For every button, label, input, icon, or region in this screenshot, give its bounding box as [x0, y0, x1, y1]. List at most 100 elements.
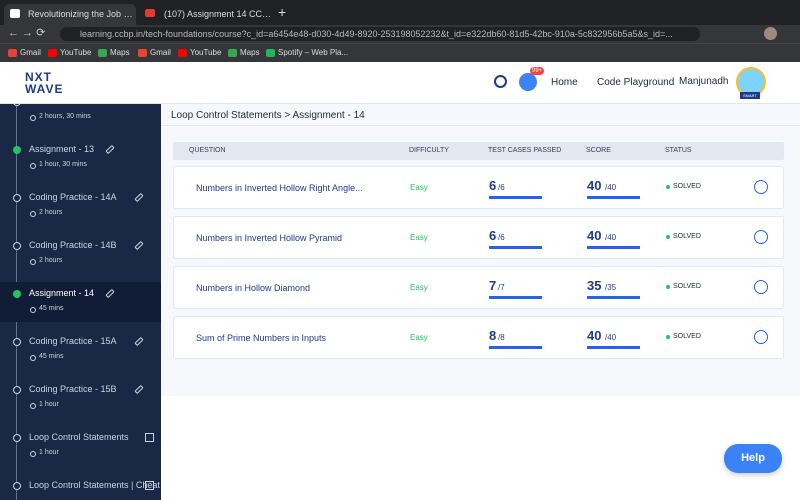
bookmark-icon: [178, 49, 187, 57]
progress: [587, 246, 640, 249]
bookmark[interactable]: Maps: [240, 48, 260, 57]
bookmark[interactable]: Spotify – Web Pla...: [278, 48, 349, 57]
bookmark[interactable]: Gmail: [150, 48, 171, 57]
open-arrow[interactable]: [754, 330, 768, 344]
column-header: DIFFICULTY: [409, 147, 449, 154]
book-icon: [145, 433, 154, 442]
column-header: STATUS: [665, 147, 692, 154]
question-row[interactable]: Sum of Prime Numbers in Inputs Easy 8/8 40/…: [173, 316, 784, 359]
question[interactable]: Numbers in Hollow Diamond: [196, 283, 311, 293]
clock-icon: [30, 307, 36, 313]
bookmark[interactable]: Gmail: [20, 48, 41, 57]
active-item: [0, 282, 161, 322]
table-header: QUESTION DIFFICULTY TEST CASES PASSED SCORE…: [173, 142, 784, 160]
question[interactable]: Sum of Prime Numbers in Inputs: [196, 333, 327, 343]
new-tab[interactable]: +: [278, 4, 287, 20]
max: /35: [605, 283, 617, 292]
passed: 6: [489, 228, 497, 243]
book-icon: [145, 481, 154, 490]
score: 35: [587, 278, 602, 293]
clock-icon: [30, 115, 36, 121]
score: 40: [587, 178, 602, 193]
nav-link[interactable]: Code Playground: [597, 77, 675, 88]
clock-icon: [30, 403, 36, 409]
item-title[interactable]: Coding Practice - 15A: [29, 336, 117, 346]
bookmark[interactable]: Maps: [110, 48, 130, 57]
nav-buttons[interactable]: ← → ⟳: [8, 27, 46, 39]
item-title[interactable]: Coding Practice - 15B: [29, 384, 117, 394]
status-icon: [13, 290, 21, 298]
progress: [489, 196, 542, 199]
difficulty: Easy: [410, 333, 428, 342]
progress: [489, 346, 542, 349]
open-arrow[interactable]: [754, 180, 768, 194]
total: /8: [498, 333, 505, 342]
item-duration: 1 hour: [39, 401, 59, 408]
total: /7: [498, 283, 505, 292]
divider: [161, 125, 800, 126]
user-name[interactable]: Manjunadh: [679, 76, 729, 87]
passed: 6: [489, 178, 497, 193]
item-title[interactable]: Coding Practice - 14B: [29, 240, 117, 250]
progress: [587, 196, 640, 199]
profile[interactable]: [764, 27, 777, 40]
passed: 7: [489, 278, 497, 293]
status-dot: [666, 185, 670, 189]
item-title[interactable]: Coding Practice - 14A: [29, 192, 117, 202]
edit-icon: [134, 240, 144, 251]
open-arrow[interactable]: [754, 280, 768, 294]
bookmark[interactable]: YouTube: [190, 48, 222, 57]
status: SOLVED: [673, 283, 701, 290]
item-title[interactable]: Assignment - 13: [29, 144, 95, 154]
clock-icon: [30, 211, 36, 217]
bookmark-icon: [138, 49, 147, 57]
nav-link[interactable]: Home: [551, 77, 578, 88]
status: SOLVED: [673, 233, 701, 240]
chat-icon[interactable]: [519, 73, 537, 91]
clock-icon: [30, 355, 36, 361]
item-title[interactable]: Loop Control Statements: [29, 432, 129, 442]
tab-bar: Revolutionizing the Job Market (107) Ass…: [0, 0, 800, 25]
question[interactable]: Numbers in Inverted Hollow Right Angle..…: [196, 183, 363, 193]
url[interactable]: learning.ccbp.in/tech-foundations/course…: [60, 27, 700, 41]
timer-icon[interactable]: [494, 75, 507, 88]
bookmark[interactable]: YouTube: [60, 48, 92, 57]
avatar-label: SMART: [740, 92, 760, 99]
status: SOLVED: [673, 183, 701, 190]
open-arrow[interactable]: [754, 230, 768, 244]
difficulty: Easy: [410, 233, 428, 242]
item-duration: 1 hour: [39, 449, 59, 456]
status: SOLVED: [673, 333, 701, 340]
max: /40: [605, 183, 617, 192]
tab[interactable]: Revolutionizing the Job Market: [4, 4, 136, 25]
question-row[interactable]: Numbers in Hollow Diamond Easy 7/7 35/35 SOL…: [173, 266, 784, 309]
status-icon: [13, 194, 21, 202]
main-content: Loop Control Statements > Assignment - 1…: [161, 104, 800, 396]
bookmark-icon: [228, 49, 237, 57]
column-header: TEST CASES PASSED: [488, 147, 562, 154]
logo[interactable]: NXT: [25, 70, 52, 84]
score: 40: [587, 228, 602, 243]
total: /6: [498, 183, 505, 192]
question-row[interactable]: Numbers in Inverted Hollow Pyramid Easy 6/…: [173, 216, 784, 259]
edit-icon: [134, 384, 144, 395]
question[interactable]: Numbers in Inverted Hollow Pyramid: [196, 233, 343, 243]
item-duration: 2 hours: [39, 209, 63, 216]
address-bar: ← → ⟳ learning.ccbp.in/tech-foundations/…: [0, 25, 800, 43]
column-header: QUESTION: [189, 147, 226, 154]
item-title[interactable]: Assignment - 14: [29, 288, 95, 298]
tab[interactable]: (107) Assignment 14 CCBP NX: [164, 9, 272, 19]
status-icon: [13, 434, 21, 442]
question-row[interactable]: Numbers in Inverted Hollow Right Angle..…: [173, 166, 784, 209]
difficulty: Easy: [410, 283, 428, 292]
logo[interactable]: WAVE: [25, 82, 64, 96]
bookmarks-bar: Gmail YouTube Maps Gmail YouTube Maps Spotify …: [0, 43, 800, 62]
help-button[interactable]: Help: [724, 444, 782, 473]
breadcrumb[interactable]: Loop Control Statements > Assignment - 1…: [171, 110, 365, 121]
item-duration: 2 hours: [39, 257, 63, 264]
score: 40: [587, 328, 602, 343]
item-duration: 2 hours, 30 mins: [39, 113, 91, 120]
item-title[interactable]: Loop Control Statements | Cheat Sheet: [29, 480, 161, 490]
bookmark-icon: [98, 49, 107, 57]
